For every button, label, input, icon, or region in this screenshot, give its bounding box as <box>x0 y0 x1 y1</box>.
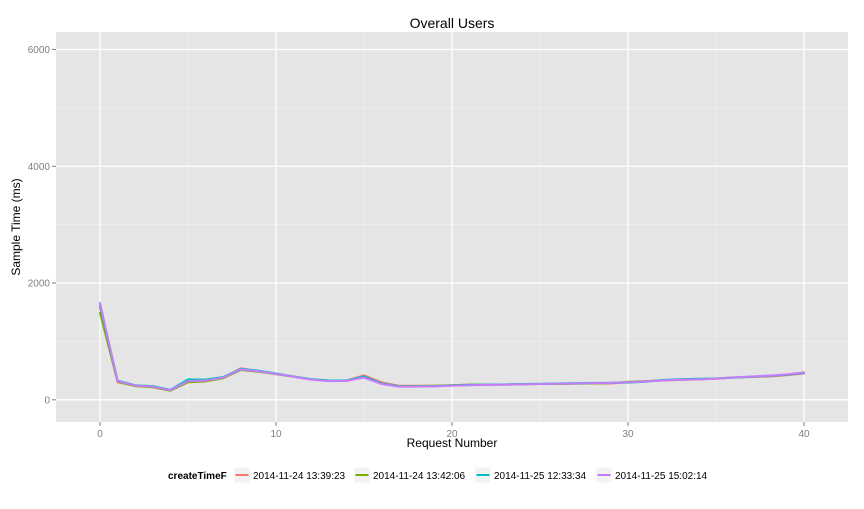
series-layer <box>99 301 805 392</box>
y-tick-label: 4000 <box>28 162 51 173</box>
major-gridlines <box>56 32 848 422</box>
y-tick-label: 2000 <box>28 279 51 290</box>
x-axis-label: Request Number <box>407 436 498 450</box>
legend-title: createTimeF <box>168 471 227 482</box>
legend-label-1: 2014-11-24 13:39:23 <box>253 471 346 482</box>
y-tick-label: 0 <box>44 395 50 406</box>
y-axis-label: Sample Time (ms) <box>9 178 23 275</box>
x-tick-label: 30 <box>622 429 634 440</box>
axis-ticks: 0 10 20 30 40 0 2000 4000 6000 <box>28 45 810 440</box>
x-tick-label: 10 <box>270 429 282 440</box>
series-line-4 <box>99 301 805 392</box>
legend-label-2: 2014-11-24 13:42:06 <box>373 471 466 482</box>
x-tick-label: 0 <box>97 429 103 440</box>
legend-label-4: 2014-11-25 15:02:14 <box>615 471 708 482</box>
legend-label-3: 2014-11-25 12:33:34 <box>494 471 587 482</box>
y-tick-label: 6000 <box>28 45 51 56</box>
x-tick-label: 20 <box>446 429 458 440</box>
legend: createTimeF 2014-11-24 13:39:23 2014-11-2… <box>168 466 708 484</box>
x-tick-label: 40 <box>798 429 810 440</box>
chart-title: Overall Users <box>410 15 495 31</box>
